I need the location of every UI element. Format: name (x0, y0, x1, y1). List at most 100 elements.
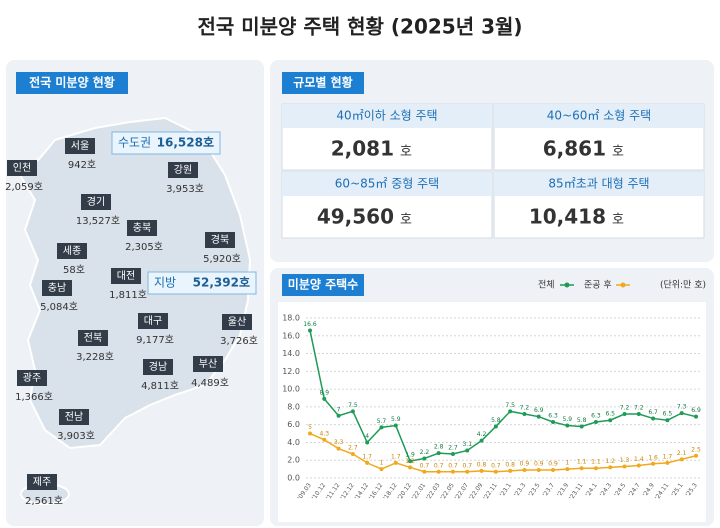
region-name: 경남 (149, 360, 167, 373)
size-header-box (282, 72, 364, 94)
data-point (665, 418, 670, 423)
size-label: 60~85㎡ 중형 주택 (335, 177, 439, 191)
data-point (450, 452, 455, 456)
data-point (651, 416, 656, 421)
data-label: 5.8 (577, 417, 587, 424)
data-label: 1.9 (405, 452, 415, 459)
region-name: 경북 (211, 233, 229, 246)
region-count: 3,726호 (220, 335, 258, 347)
data-point (450, 469, 455, 474)
data-point (622, 464, 627, 469)
region-label-box (7, 160, 37, 176)
data-label: 0.9 (548, 461, 558, 468)
data-point (322, 396, 327, 401)
chart-header-box (282, 274, 364, 296)
region-count: 1,811호 (109, 289, 147, 301)
data-point (522, 468, 527, 472)
data-label: 6.3 (591, 413, 601, 420)
size-header: 규모별 현황 (293, 75, 352, 90)
data-point (436, 469, 441, 474)
region-label-box (42, 280, 72, 296)
region-count: 5,920호 (203, 253, 241, 265)
data-label: 0.7 (448, 462, 458, 469)
region-count: 13,527호 (76, 215, 120, 227)
data-point (493, 469, 498, 474)
data-point (322, 437, 327, 442)
size-value: 10,418 (529, 205, 606, 229)
size-unit: 호 (400, 145, 412, 160)
size-label: 85㎡초과 대형 주택 (548, 177, 649, 191)
region-label-box (193, 356, 223, 372)
region-name: 충남 (48, 282, 66, 294)
region-label-box (143, 359, 173, 375)
region-label-box (59, 409, 89, 425)
data-point (350, 409, 355, 414)
region-name: 울산 (228, 316, 246, 328)
data-point (565, 423, 570, 428)
region-name: 강원 (174, 164, 192, 176)
callout-name: 수도권 (118, 136, 151, 150)
y-tick-label: 18.0 (282, 314, 300, 323)
data-label: 1.7 (391, 453, 401, 460)
data-label: 1.3 (620, 457, 630, 464)
data-label: 6.3 (548, 413, 558, 420)
region-count: 3,903호 (57, 430, 95, 442)
legend-dot (620, 282, 626, 288)
data-point (336, 446, 341, 451)
region-count: 4,489호 (191, 377, 229, 389)
data-label: 1.4 (634, 456, 644, 463)
data-label: 2.7 (348, 445, 358, 452)
data-label: 1.7 (362, 453, 372, 460)
data-point (393, 460, 398, 465)
data-point (551, 468, 556, 472)
region-name: 인천 (13, 162, 31, 174)
region-label-box (27, 474, 57, 490)
region-count: 1,366호 (15, 391, 53, 403)
callout-box (147, 271, 257, 295)
data-label: 1 (380, 460, 384, 467)
region-name: 전북 (84, 332, 102, 344)
data-label: 1.1 (591, 459, 601, 466)
region-count: 2,059호 (5, 181, 43, 193)
data-point (679, 457, 684, 462)
data-point (379, 425, 384, 430)
size-value: 6,861 (543, 137, 606, 161)
map-header-box (16, 72, 128, 94)
data-point (522, 412, 527, 416)
region-name: 제주 (33, 476, 51, 488)
region-name: 전남 (65, 411, 83, 423)
region-count: 2,561호 (25, 495, 63, 507)
data-point (694, 414, 698, 419)
data-point (336, 413, 341, 418)
data-label: 5.9 (391, 416, 401, 423)
size-label: 40㎡이하 소형 주택 (336, 109, 437, 123)
y-tick-label: 8.0 (287, 402, 300, 411)
data-point (565, 467, 570, 472)
data-label: 4 (365, 433, 369, 440)
size-unit: 호 (400, 213, 412, 228)
region-label-box (17, 370, 47, 386)
series-line (309, 432, 697, 473)
data-point (651, 461, 656, 466)
data-label: 2.1 (677, 450, 687, 457)
data-label: 5 (308, 424, 312, 431)
data-label: 2.8 (434, 444, 444, 451)
region-count: 5,084호 (40, 301, 78, 313)
size-cells: 40㎡이하 소형 주택 2,081 호 40~60㎡ 소형 주택 6,861 호 60~85… (281, 103, 705, 239)
data-point (536, 414, 541, 419)
data-label: 7.2 (520, 405, 530, 412)
data-point (365, 440, 370, 445)
data-label: 0.9 (534, 461, 544, 468)
data-label: 1 (565, 460, 569, 467)
data-label: 8.9 (320, 389, 330, 396)
region-count: 4,811호 (141, 380, 179, 392)
data-point (493, 424, 498, 429)
data-point (593, 420, 598, 424)
data-label: 2.2 (420, 449, 430, 456)
data-label: 3.3 (334, 439, 344, 446)
data-label: 7.3 (677, 404, 687, 411)
data-point (551, 420, 556, 424)
